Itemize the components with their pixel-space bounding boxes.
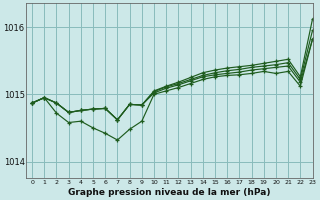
X-axis label: Graphe pression niveau de la mer (hPa): Graphe pression niveau de la mer (hPa) <box>68 188 270 197</box>
